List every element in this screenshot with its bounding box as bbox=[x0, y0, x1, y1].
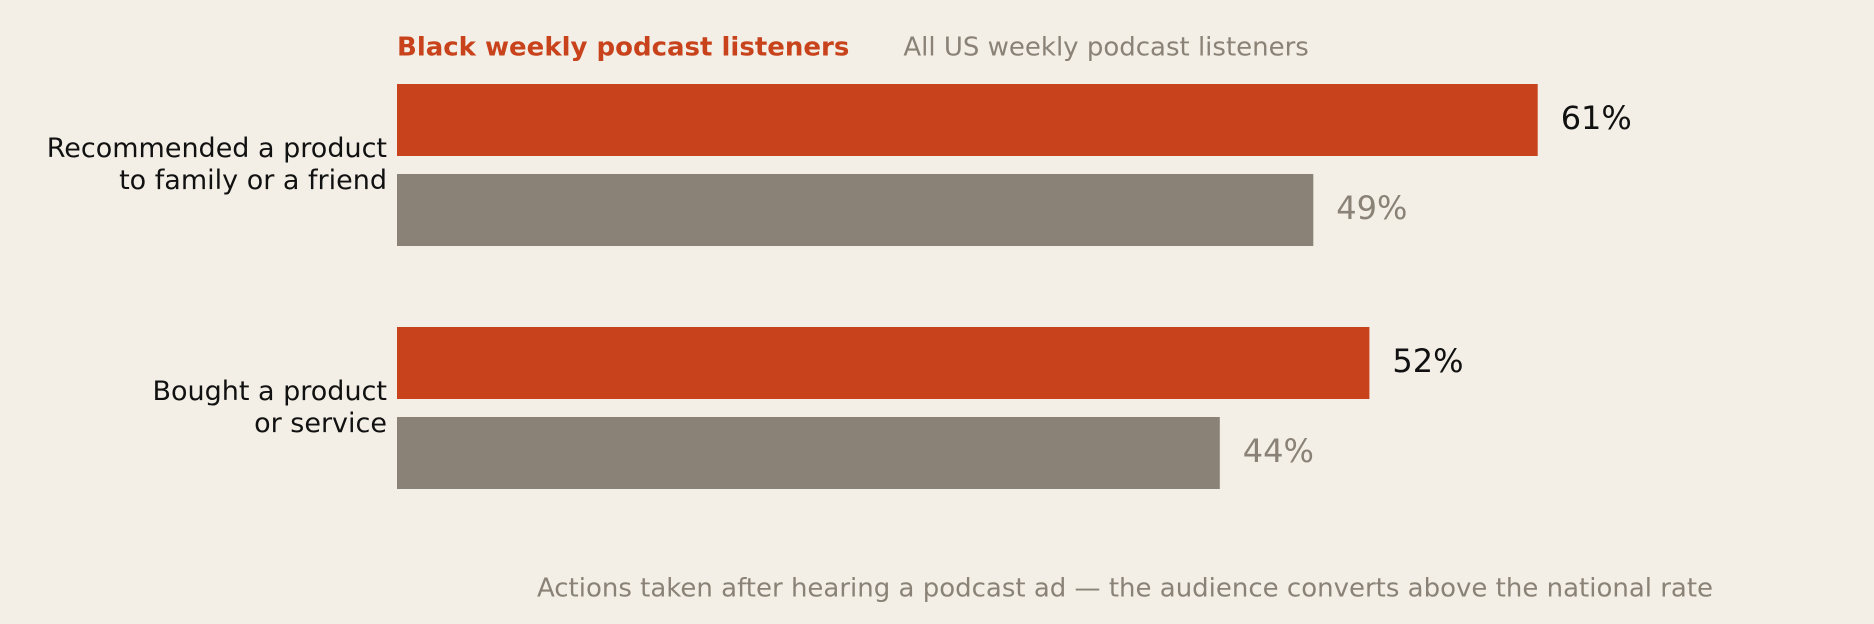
bar bbox=[397, 84, 1538, 156]
value-label: 44% bbox=[1243, 432, 1314, 470]
value-label: 61% bbox=[1561, 99, 1632, 137]
legend-entry: All US weekly podcast listeners bbox=[903, 33, 1309, 63]
value-label: 49% bbox=[1336, 189, 1407, 227]
legend-entry: Black weekly podcast listeners bbox=[397, 33, 849, 63]
bar bbox=[397, 327, 1370, 399]
category-label: Recommended a product to family or a frie… bbox=[47, 133, 387, 196]
value-label: 52% bbox=[1392, 342, 1463, 380]
category-label: Bought a product or service bbox=[152, 376, 387, 439]
caption: Actions taken after hearing a podcast ad… bbox=[537, 574, 1713, 604]
bar bbox=[397, 417, 1220, 489]
bar bbox=[397, 174, 1314, 246]
